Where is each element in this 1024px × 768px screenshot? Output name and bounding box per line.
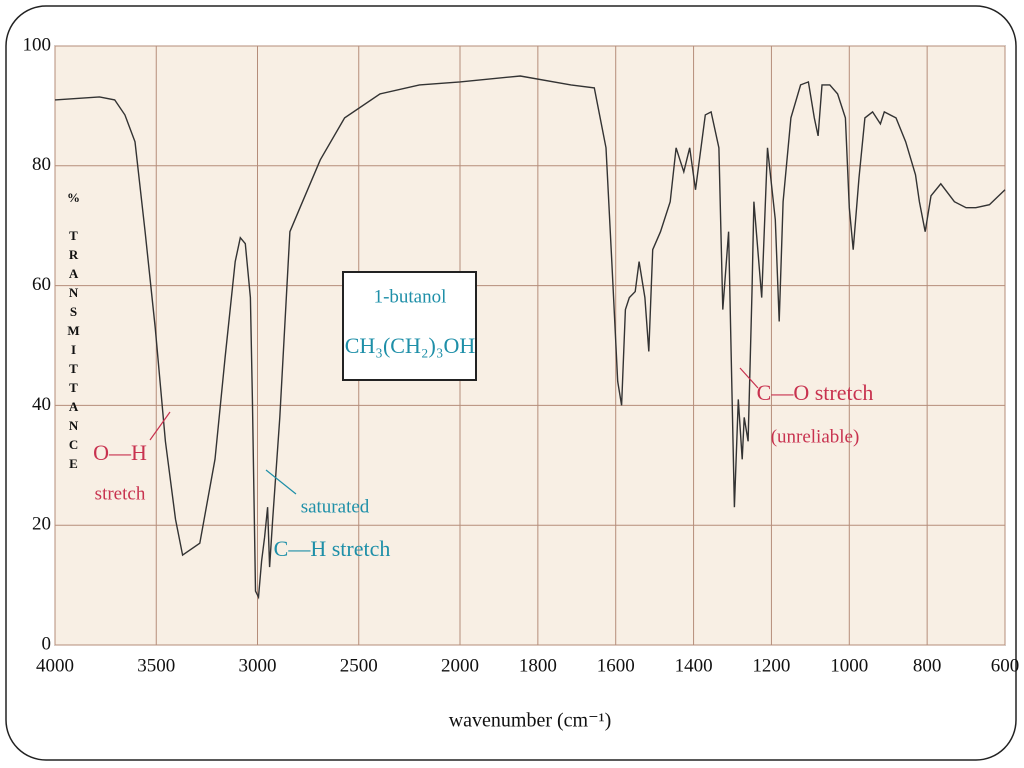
x-tick-label: 4000	[36, 655, 74, 676]
y-axis-label: % TRANSMITTANCE	[66, 190, 81, 475]
annotation: O—H	[93, 440, 147, 465]
annotation: C—O stretch	[757, 380, 874, 405]
annotation-pointer	[265, 469, 297, 495]
y-tick-label: 40	[32, 394, 51, 415]
annotation: stretch	[95, 483, 146, 504]
spectrum-line	[54, 75, 1006, 600]
y-tick-label: 100	[23, 34, 52, 55]
x-tick-label: 600	[991, 655, 1020, 676]
y-tick-label: 20	[32, 514, 51, 535]
y-tick-label: 60	[32, 274, 51, 295]
x-tick-label: 1000	[830, 655, 868, 676]
marks	[54, 75, 1006, 600]
x-tick-label: 1400	[675, 655, 713, 676]
y-tick-label: 80	[32, 154, 51, 175]
x-tick-label: 1800	[519, 655, 557, 676]
x-axis-label: wavenumber (cm⁻¹)	[449, 710, 612, 732]
annotation-pointer	[739, 367, 759, 389]
x-tick-label: 3500	[137, 655, 175, 676]
x-tick-label: 800	[913, 655, 942, 676]
chart-title: 1-butanol	[374, 286, 447, 307]
annotation: (unreliable)	[771, 426, 860, 447]
x-tick-label: 1200	[752, 655, 790, 676]
y-tick-label: 0	[42, 633, 52, 654]
annotation: C—H stretch	[274, 536, 391, 561]
chart-subtitle: CH₃(CH₂)₃OH	[345, 333, 476, 358]
x-tick-label: 2000	[441, 655, 479, 676]
grid	[54, 45, 1006, 646]
x-tick-label: 2500	[340, 655, 378, 676]
x-tick-label: 1600	[597, 655, 635, 676]
annotation-pointer	[149, 411, 171, 441]
x-tick-label: 3000	[239, 655, 277, 676]
title-box	[342, 271, 477, 381]
annotation: saturated	[301, 496, 370, 517]
